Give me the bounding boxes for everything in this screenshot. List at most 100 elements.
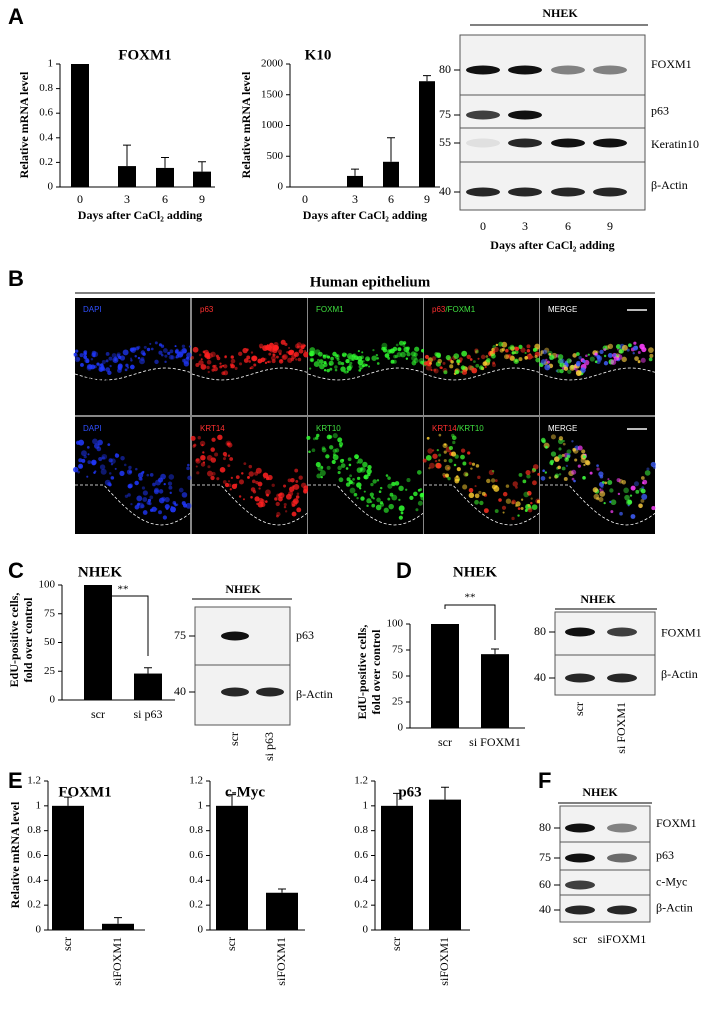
cell-nucleus xyxy=(167,351,171,355)
cell-nucleus xyxy=(501,505,507,510)
cell-nucleus xyxy=(210,475,215,481)
cell-nucleus xyxy=(153,489,160,495)
cell-nucleus xyxy=(181,492,188,498)
cell-nucleus xyxy=(563,476,568,481)
cell-nucleus xyxy=(634,356,639,361)
cell-nucleus xyxy=(238,479,245,485)
cell-nucleus xyxy=(300,482,307,488)
cell-nucleus xyxy=(317,351,323,357)
cell-nucleus xyxy=(561,453,565,457)
cell-nucleus xyxy=(206,365,210,370)
cell-nucleus xyxy=(152,482,156,487)
cell-nucleus xyxy=(91,461,96,466)
cell-nucleus xyxy=(296,492,300,495)
cell-nucleus xyxy=(316,433,320,438)
cell-nucleus xyxy=(469,358,473,361)
blot-band xyxy=(221,687,249,697)
cell-nucleus xyxy=(222,451,228,457)
cell-nucleus xyxy=(298,475,303,480)
stain-label-part: p63 xyxy=(200,305,214,314)
cell-nucleus xyxy=(542,469,545,472)
cell-nucleus xyxy=(124,368,128,372)
cell-nucleus xyxy=(267,474,273,481)
cell-nucleus xyxy=(230,355,234,359)
basement-membrane xyxy=(308,484,424,526)
cell-nucleus xyxy=(323,369,327,372)
y-tick-label: 0.6 xyxy=(354,849,368,861)
cell-nucleus xyxy=(561,466,566,471)
cell-nucleus xyxy=(451,433,455,438)
y-tick-label: 0.8 xyxy=(354,824,368,836)
y-tick-label: 100 xyxy=(387,618,404,630)
bar xyxy=(383,161,399,187)
cell-nucleus xyxy=(357,458,363,464)
x-tick-label: si p63 xyxy=(133,707,162,721)
cell-nucleus xyxy=(169,349,174,354)
cell-nucleus xyxy=(537,472,541,476)
cell-nucleus xyxy=(648,357,653,362)
cell-nucleus xyxy=(108,472,112,475)
cell-nucleus xyxy=(281,354,287,360)
cell-nucleus xyxy=(306,435,311,440)
cell-nucleus xyxy=(639,343,645,350)
cell-nucleus xyxy=(181,347,187,354)
cell-nucleus xyxy=(137,356,141,360)
y-tick-label: 0.8 xyxy=(27,824,41,836)
cell-nucleus xyxy=(609,500,612,504)
cell-nucleus xyxy=(195,458,199,462)
cell-nucleus xyxy=(117,368,122,373)
cell-nucleus xyxy=(122,349,129,356)
cell-nucleus xyxy=(109,364,112,368)
cell-nucleus xyxy=(470,467,473,470)
cell-nucleus xyxy=(142,497,148,502)
blot-title: NHEK xyxy=(580,592,616,606)
cell-nucleus xyxy=(285,493,292,500)
x-tick-label: 9 xyxy=(424,192,430,206)
cell-nucleus xyxy=(258,497,264,503)
y-tick-label: 0 xyxy=(398,722,404,734)
blot-band xyxy=(593,187,627,197)
cell-nucleus xyxy=(545,445,548,449)
cell-nucleus xyxy=(596,464,600,468)
cell-nucleus xyxy=(443,450,447,454)
cell-nucleus xyxy=(524,356,528,360)
protein-label: β-Actin xyxy=(661,667,698,681)
cell-nucleus xyxy=(474,493,480,499)
cell-nucleus xyxy=(515,485,518,489)
cell-nucleus xyxy=(154,359,159,365)
cell-nucleus xyxy=(303,351,309,358)
cell-nucleus xyxy=(158,510,162,515)
cell-nucleus xyxy=(96,362,100,366)
cell-nucleus xyxy=(642,481,645,485)
cell-nucleus xyxy=(326,368,330,373)
cell-nucleus xyxy=(651,506,656,511)
cell-nucleus xyxy=(398,515,403,520)
cell-nucleus xyxy=(149,495,154,500)
cell-nucleus xyxy=(229,457,234,461)
cell-nucleus xyxy=(257,481,263,487)
cell-nucleus xyxy=(387,476,391,480)
cell-nucleus xyxy=(468,487,474,493)
cell-nucleus xyxy=(451,451,457,457)
cell-nucleus xyxy=(492,344,497,349)
bar xyxy=(429,799,461,930)
cell-nucleus xyxy=(517,507,521,510)
cell-nucleus xyxy=(426,436,430,440)
cell-nucleus xyxy=(300,345,305,350)
blot-band xyxy=(607,627,637,637)
cell-nucleus xyxy=(582,455,586,459)
cell-nucleus xyxy=(366,504,369,508)
cell-nucleus xyxy=(576,362,581,367)
cell-nucleus xyxy=(332,448,337,453)
cell-nucleus xyxy=(246,355,251,360)
cell-nucleus xyxy=(235,483,238,486)
cell-nucleus xyxy=(219,362,222,365)
cell-nucleus xyxy=(462,484,468,490)
cell-nucleus xyxy=(531,504,538,511)
cell-nucleus xyxy=(539,353,543,356)
cell-nucleus xyxy=(423,361,428,366)
cell-nucleus xyxy=(257,501,264,508)
cell-nucleus xyxy=(368,365,371,368)
cell-nucleus xyxy=(522,479,527,484)
cell-nucleus xyxy=(454,369,460,375)
